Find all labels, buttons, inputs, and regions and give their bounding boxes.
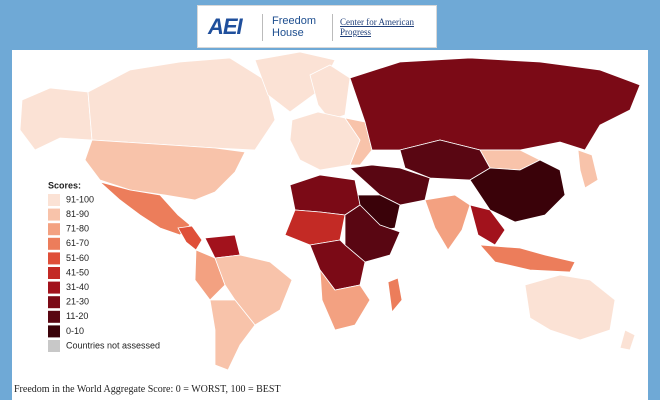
logo-bar: AEI Freedom House Center for American Pr… bbox=[197, 5, 437, 48]
legend-label: 0-10 bbox=[66, 326, 84, 336]
legend-label: 61-70 bbox=[66, 238, 89, 248]
legend-swatch bbox=[48, 340, 60, 352]
southeast-asia bbox=[469, 204, 506, 246]
cap-logo: Center for American Progress bbox=[340, 16, 414, 37]
legend-swatch bbox=[48, 252, 60, 265]
southern-cone bbox=[209, 299, 256, 371]
legend-swatch bbox=[48, 208, 60, 221]
legend-label: 21-30 bbox=[66, 297, 89, 307]
countries bbox=[19, 51, 641, 371]
brazil bbox=[214, 254, 293, 326]
china bbox=[469, 159, 566, 223]
legend: Scores: 91-100 81-90 71-80 61-70 51-60 41-50 3… bbox=[48, 180, 160, 352]
legend-swatch bbox=[48, 237, 60, 250]
legend-swatch bbox=[48, 310, 60, 323]
central-america bbox=[177, 225, 203, 251]
indonesia bbox=[479, 244, 576, 273]
australia bbox=[524, 274, 616, 341]
legend-label: 31-40 bbox=[66, 282, 89, 292]
usa bbox=[84, 139, 246, 201]
scandinavia bbox=[309, 64, 351, 121]
new-zealand bbox=[619, 329, 636, 351]
legend-label: 91-100 bbox=[66, 194, 94, 204]
legend-swatch bbox=[48, 325, 60, 338]
legend-swatch bbox=[48, 223, 60, 236]
legend-label: 41-50 bbox=[66, 267, 89, 277]
japan bbox=[577, 149, 599, 189]
legend-swatch bbox=[48, 281, 60, 294]
separator bbox=[332, 14, 333, 41]
legend-label: 51-60 bbox=[66, 253, 89, 263]
legend-swatch bbox=[48, 296, 60, 309]
legend-title: Scores: bbox=[48, 180, 81, 190]
freedom-house-logo: Freedom House bbox=[272, 14, 317, 39]
madagascar bbox=[387, 277, 403, 313]
aei-logo: AEI bbox=[208, 13, 243, 39]
separator bbox=[262, 14, 263, 41]
legend-label: 11-20 bbox=[66, 311, 88, 321]
legend-swatch bbox=[48, 267, 60, 279]
legend-label: 71-80 bbox=[66, 224, 89, 234]
india bbox=[424, 194, 471, 251]
legend-label: 81-90 bbox=[66, 209, 89, 219]
southern-africa bbox=[319, 268, 371, 331]
alaska bbox=[19, 87, 93, 151]
legend-label: Countries not assessed bbox=[66, 340, 160, 350]
legend-swatch bbox=[48, 194, 60, 206]
caption: Freedom in the World Aggregate Score: 0 … bbox=[14, 384, 281, 395]
andes-north bbox=[194, 249, 226, 301]
russia bbox=[349, 57, 641, 151]
